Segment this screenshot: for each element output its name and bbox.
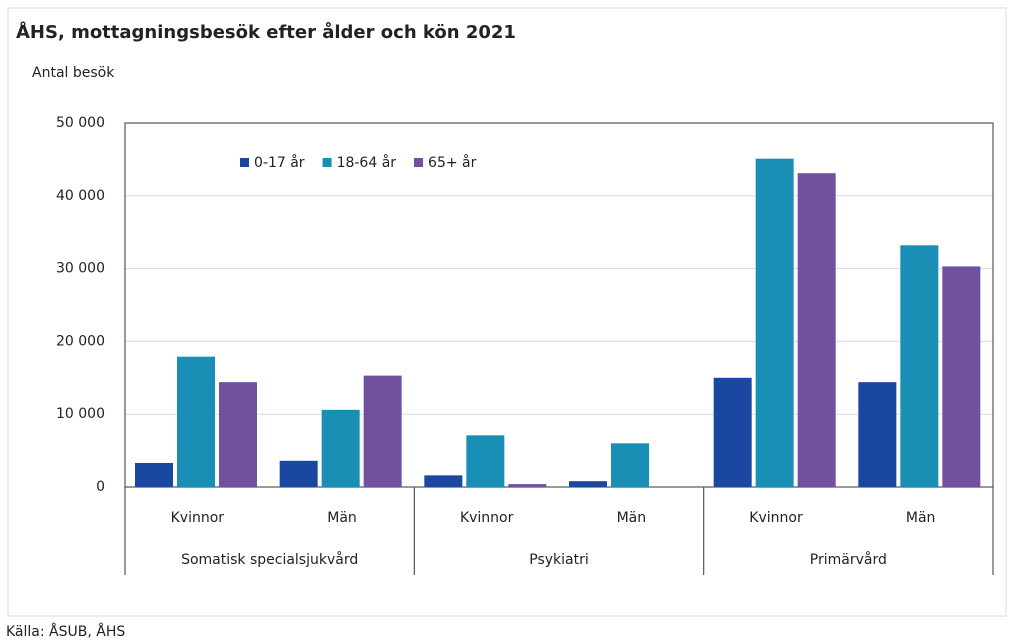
source: Källa: ÅSUB, ÅHS: [6, 623, 125, 640]
bar: [135, 462, 173, 487]
x-tick-label: Män: [906, 510, 936, 526]
chart-border: [7, 7, 1007, 617]
bar: [611, 443, 649, 487]
legend-swatch: [414, 158, 424, 167]
legend-swatch: [240, 158, 249, 167]
x-tick-label: Män: [617, 510, 647, 526]
bar: [466, 435, 505, 487]
bar: [713, 377, 752, 487]
bar: [424, 475, 463, 487]
chart-title: ÅHS, mottagningsbesök efter ålder och kö…: [16, 20, 516, 43]
bar: [858, 382, 897, 487]
x-tick-label: Kvinnor: [749, 510, 803, 526]
y-tick-label: 20 000: [56, 333, 105, 349]
legend-swatch: [322, 158, 332, 167]
bar: [219, 382, 257, 487]
bar: [942, 266, 981, 487]
y-tick-label: 0: [96, 479, 105, 495]
x-tick-label: Kvinnor: [171, 510, 225, 526]
group-label: Psykiatri: [529, 552, 589, 568]
group-label: Primärvård: [810, 551, 887, 568]
bar: [321, 409, 360, 487]
bar: [363, 375, 402, 487]
bar: [755, 158, 794, 487]
bar: [508, 484, 547, 487]
y-tick-label: 40 000: [56, 188, 105, 204]
bar: [797, 173, 836, 487]
y-tick-label: 30 000: [56, 261, 105, 277]
group-label: Somatisk specialsjukvård: [181, 551, 358, 568]
bar: [569, 481, 607, 487]
plot-border: [124, 122, 994, 488]
legend-label: 0-17 år: [254, 154, 305, 171]
bar: [279, 460, 318, 487]
x-tick-label: Män: [327, 510, 357, 526]
y-axis-label: Antal besök: [32, 65, 115, 81]
legend-label: 18-64 år: [337, 154, 397, 171]
x-tick-label: Kvinnor: [460, 510, 514, 526]
y-tick-label: 10 000: [56, 406, 105, 422]
legend-label: 65+ år: [428, 154, 477, 171]
y-tick-label: 50 000: [56, 115, 105, 131]
bar: [177, 356, 215, 487]
bar: [900, 245, 939, 487]
